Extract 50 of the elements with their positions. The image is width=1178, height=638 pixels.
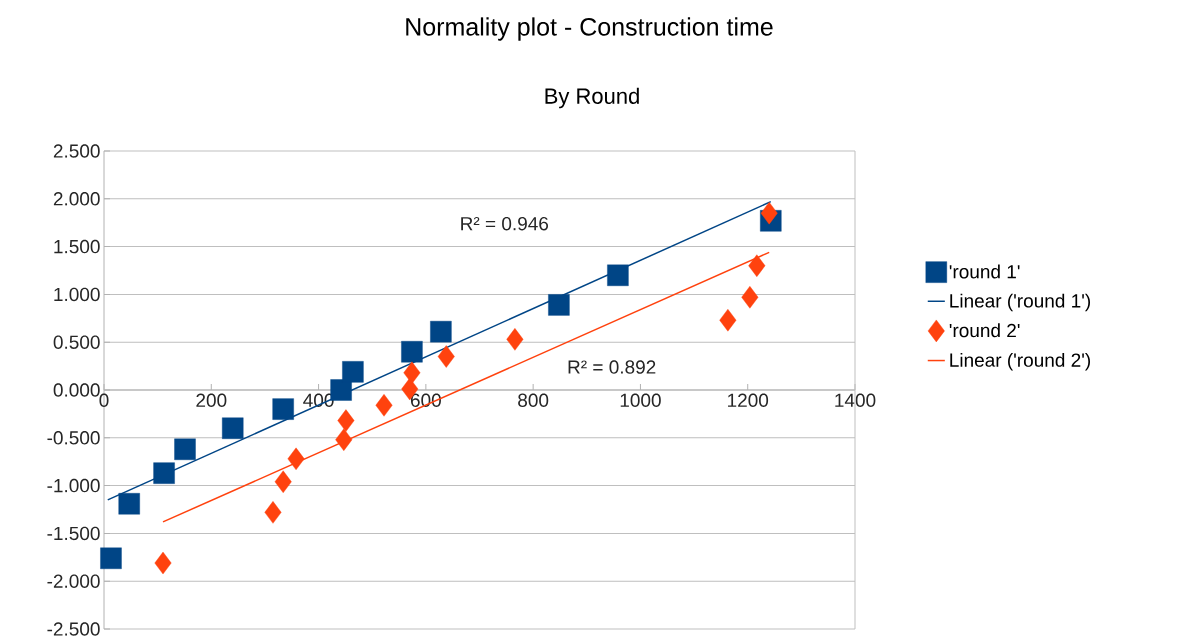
legend-label: Linear ('round 1') xyxy=(950,293,1091,312)
legend-label: Linear ('round 2') xyxy=(950,352,1091,371)
x-tick-label: 1000 xyxy=(620,393,661,407)
point xyxy=(430,320,452,343)
chart-subtitle: By Round xyxy=(545,87,639,109)
point xyxy=(174,438,196,460)
point xyxy=(760,201,778,225)
point xyxy=(506,328,524,351)
point xyxy=(719,309,737,332)
y-tick-label: 2.000 xyxy=(53,192,100,206)
x-tick-label: 800 xyxy=(518,393,549,407)
point xyxy=(287,447,305,471)
point xyxy=(118,493,140,515)
point xyxy=(153,462,175,484)
annotation: R² = 0.892 xyxy=(568,360,656,374)
point xyxy=(403,361,421,384)
x-tick-label: 1400 xyxy=(835,393,876,407)
y-tick-label: -1.500 xyxy=(47,526,100,541)
point xyxy=(274,470,292,493)
chart-title: Normality plot - Construction time xyxy=(406,17,773,41)
y-tick-label: -0.500 xyxy=(47,431,100,445)
y-tick-label: 1.500 xyxy=(54,239,100,254)
y-tick-label: -2.500 xyxy=(47,622,100,636)
legend-label: 'round 1' xyxy=(949,264,1020,279)
x-tick-label: 200 xyxy=(196,393,227,407)
point xyxy=(741,286,759,309)
legend-label: 'round 2' xyxy=(949,323,1020,338)
point xyxy=(100,547,122,569)
point xyxy=(154,551,172,575)
point xyxy=(264,501,282,524)
point xyxy=(748,254,766,277)
y-tick-label: -1.000 xyxy=(47,478,100,493)
x-tick-label: 1200 xyxy=(728,393,769,407)
point xyxy=(548,294,570,316)
annotation: R² = 0.946 xyxy=(461,216,549,231)
y-tick-label: 2.500 xyxy=(53,144,100,158)
x-tick-label: 0 xyxy=(99,393,109,407)
point xyxy=(401,341,423,363)
point xyxy=(272,398,294,420)
point xyxy=(607,264,629,286)
y-tick-label: 0.500 xyxy=(53,335,100,349)
point xyxy=(335,428,353,451)
y-tick-label: -2.000 xyxy=(47,574,100,588)
y-tick-label: 0.000 xyxy=(53,383,100,397)
y-tick-label: 1.000 xyxy=(54,287,100,302)
point xyxy=(337,409,355,432)
point xyxy=(437,345,455,368)
point xyxy=(222,417,244,439)
point xyxy=(342,361,364,383)
point xyxy=(375,394,393,417)
